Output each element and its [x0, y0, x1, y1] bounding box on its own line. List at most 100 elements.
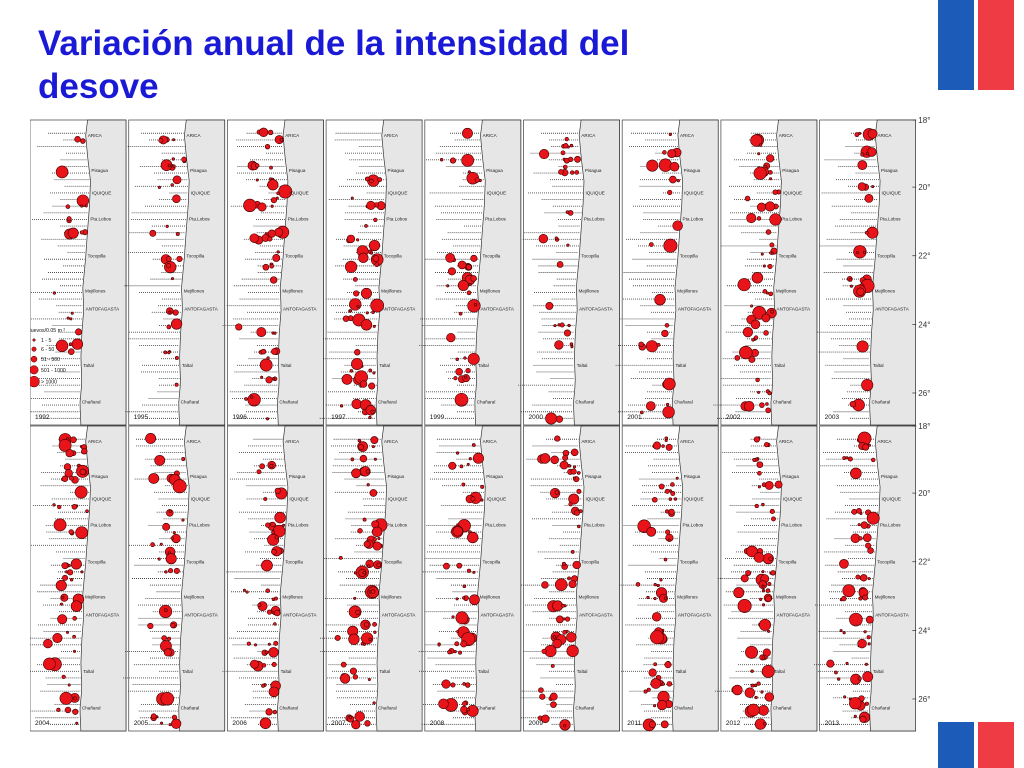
egg-marker — [756, 461, 764, 468]
year-map-panel: ARICA Pisagua IQUIQUE Pta.Lobos Tocopilla Mej… — [619, 425, 719, 732]
town-label: Mejillones — [875, 288, 896, 293]
egg-marker — [754, 503, 759, 509]
egg-marker — [74, 136, 81, 143]
egg-marker — [364, 224, 368, 228]
town-label: ANTOFAGASTA — [480, 307, 514, 312]
egg-marker — [563, 329, 571, 337]
egg-marker — [758, 143, 763, 147]
egg-marker — [454, 641, 460, 647]
egg-marker — [165, 224, 169, 228]
egg-marker — [377, 177, 383, 183]
egg-marker — [267, 229, 276, 238]
egg-marker — [250, 395, 254, 399]
egg-marker — [864, 193, 874, 203]
egg-marker — [172, 164, 176, 168]
egg-marker — [181, 518, 185, 522]
egg-marker — [260, 348, 267, 355]
egg-marker — [662, 150, 667, 155]
egg-marker — [834, 670, 838, 675]
egg-marker — [459, 464, 464, 469]
egg-marker — [466, 462, 470, 466]
year-map-panel: ARICA Pisagua IQUIQUE Pta.Lobos Tocopilla Mej… — [222, 425, 324, 732]
town-label: Tocopilla — [482, 253, 500, 258]
egg-marker — [770, 570, 776, 576]
egg-marker — [472, 452, 484, 464]
egg-marker — [368, 415, 372, 420]
egg-marker — [352, 277, 358, 282]
egg-marker — [867, 547, 874, 554]
egg-marker — [765, 229, 772, 235]
egg-marker — [272, 709, 278, 715]
egg-marker — [558, 169, 564, 175]
egg-marker — [255, 178, 259, 182]
egg-marker — [349, 298, 362, 311]
egg-marker — [349, 309, 353, 313]
egg-marker — [761, 603, 766, 607]
town-label: Tocopilla — [88, 559, 106, 564]
town-label: Mejillones — [776, 594, 797, 599]
egg-marker — [348, 715, 353, 720]
egg-marker — [552, 638, 562, 649]
egg-marker — [565, 616, 571, 622]
egg-marker — [246, 641, 251, 646]
year-map-panel: ARICA Pisagua IQUIQUE Pta.Lobos Tocopilla Mej… — [319, 119, 423, 426]
egg-marker — [75, 526, 89, 540]
egg-marker — [857, 182, 867, 191]
town-label: Chañaral — [872, 706, 891, 711]
town-label: Tocopilla — [88, 253, 106, 258]
egg-marker — [67, 569, 74, 576]
latitude-label: 18° — [918, 422, 930, 431]
town-label: Pisagua — [585, 474, 602, 479]
egg-marker — [756, 202, 767, 212]
spawning-maps-svg: ARICA Pisagua IQUIQUE Pta.Lobos Tocopilla Mej… — [30, 116, 930, 732]
egg-marker — [259, 463, 266, 470]
egg-marker — [764, 481, 774, 490]
egg-marker — [867, 642, 871, 646]
egg-marker — [855, 574, 861, 580]
egg-marker — [865, 615, 874, 624]
town-label: IQUIQUE — [585, 497, 604, 502]
town-label: Taltal — [379, 669, 390, 674]
egg-marker — [857, 523, 861, 527]
egg-marker — [653, 704, 657, 708]
egg-marker — [855, 251, 859, 255]
egg-marker — [348, 633, 360, 645]
town-label: Pta.Lobos — [386, 217, 407, 222]
egg-marker — [867, 128, 878, 139]
town-label: Taltal — [379, 363, 390, 368]
egg-marker — [538, 687, 544, 693]
egg-marker — [570, 345, 574, 349]
egg-marker — [168, 568, 174, 574]
egg-marker — [863, 533, 872, 542]
town-label: ARICA — [88, 133, 103, 138]
town-label: Pta.Lobos — [90, 523, 111, 528]
egg-marker — [871, 185, 875, 189]
egg-marker — [267, 642, 271, 646]
egg-marker — [372, 371, 376, 375]
egg-marker — [365, 469, 370, 474]
egg-marker — [271, 530, 276, 535]
egg-marker — [461, 153, 475, 167]
egg-marker — [570, 170, 575, 175]
egg-marker — [75, 328, 82, 336]
egg-marker — [70, 558, 82, 570]
egg-marker — [81, 448, 88, 455]
egg-marker — [653, 583, 657, 587]
year-map-panel: ARICA Pisagua IQUIQUE Pta.Lobos Tocopilla Mej… — [124, 119, 226, 426]
egg-marker — [560, 150, 566, 156]
egg-marker — [845, 456, 849, 460]
egg-marker — [263, 497, 268, 501]
egg-marker — [656, 699, 668, 711]
egg-marker — [79, 230, 84, 235]
latitude-label: 26° — [918, 695, 930, 704]
town-label: ARICA — [384, 133, 399, 138]
egg-marker — [261, 683, 266, 688]
latitude-label: 26° — [918, 389, 930, 398]
egg-marker — [857, 676, 862, 681]
egg-marker — [447, 267, 456, 276]
egg-marker — [668, 132, 672, 136]
egg-marker — [574, 155, 581, 163]
egg-marker — [172, 531, 176, 535]
egg-marker — [675, 476, 679, 480]
town-label: Pisagua — [91, 168, 108, 173]
